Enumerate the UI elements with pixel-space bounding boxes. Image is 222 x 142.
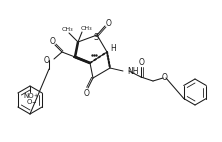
Text: NH: NH xyxy=(127,66,139,76)
Text: O: O xyxy=(84,88,90,98)
Text: O: O xyxy=(106,18,112,28)
Text: O: O xyxy=(26,99,32,105)
Text: H: H xyxy=(110,43,116,53)
Text: CH₃: CH₃ xyxy=(80,26,92,31)
Text: −: − xyxy=(32,99,36,104)
Text: CH₃: CH₃ xyxy=(61,27,73,32)
Text: O: O xyxy=(50,36,56,45)
Text: O: O xyxy=(43,56,49,64)
Text: O: O xyxy=(139,58,145,66)
Text: +: + xyxy=(34,93,38,98)
Polygon shape xyxy=(73,57,91,63)
Text: O: O xyxy=(162,73,168,82)
Text: NO: NO xyxy=(24,93,34,99)
Text: S: S xyxy=(93,33,99,41)
